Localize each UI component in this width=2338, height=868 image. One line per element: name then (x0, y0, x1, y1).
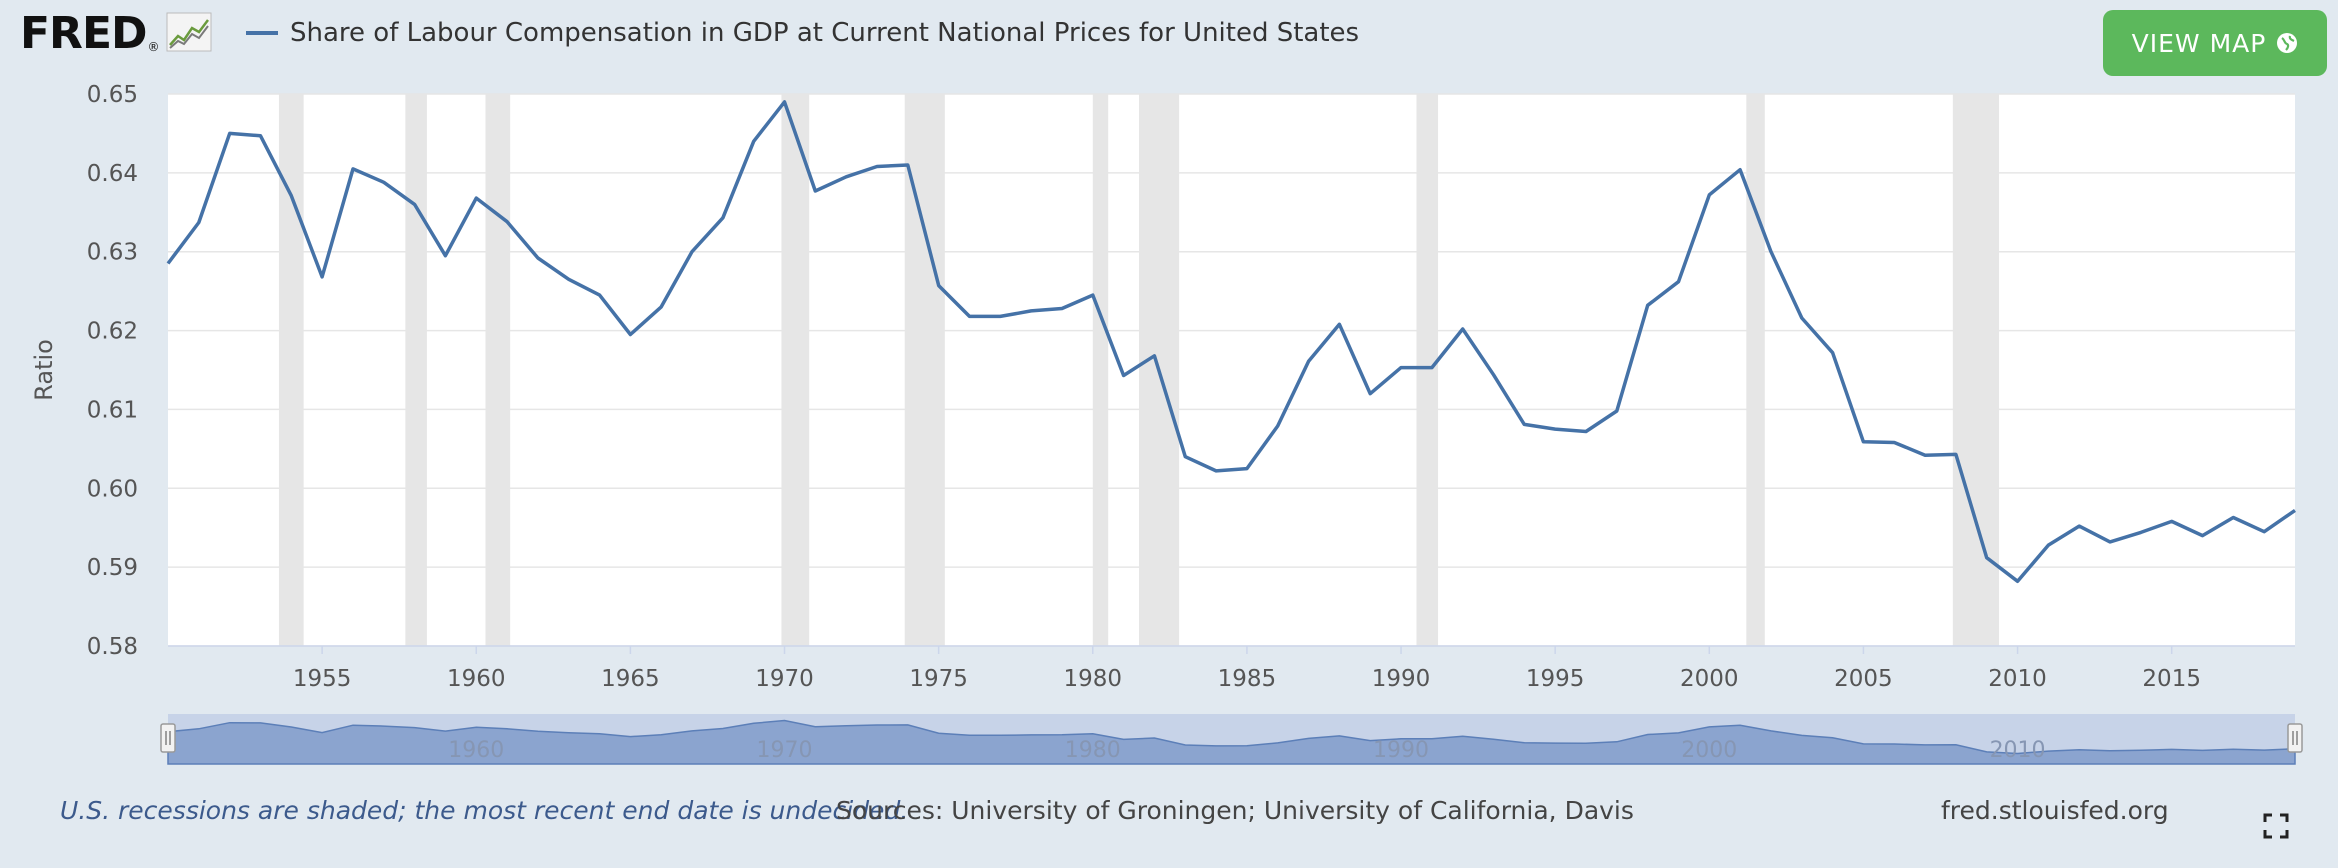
globe-icon (2276, 32, 2298, 54)
x-tick-label: 1955 (293, 666, 352, 692)
view-map-label: VIEW MAP (2131, 28, 2267, 58)
x-tick-label: 1975 (909, 666, 968, 692)
y-tick-label: 0.65 (87, 82, 138, 108)
x-axis-ticks: 1955 1960 1965 1970 1975 1980 1985 1990 1995 2000… (168, 645, 2295, 692)
recession-band (1416, 94, 1439, 646)
x-tick-label: 2010 (1988, 666, 2047, 692)
x-tick-label: 1985 (1218, 666, 1277, 692)
plot-area (168, 94, 2295, 646)
x-tick-label: 2015 (2142, 666, 2201, 692)
navigator-tick-label: 1960 (448, 738, 504, 763)
x-tick-label: 2000 (1680, 666, 1739, 692)
navigator-tick-label: 1980 (1065, 738, 1121, 763)
series-line (166, 100, 2296, 584)
fred-graph-icon (166, 12, 212, 56)
chart-title: Share of Labour Compensation in GDP at C… (246, 18, 1359, 48)
y-tick-label: 0.59 (87, 555, 138, 581)
recession-band (1746, 94, 1765, 646)
y-tick-label: 0.64 (87, 161, 138, 187)
fullscreen-icon[interactable] (2263, 813, 2289, 843)
y-tick-label: 0.60 (87, 476, 138, 502)
recession-band (278, 94, 304, 646)
navigator-series (167, 719, 2296, 765)
y-tick-label: 0.62 (87, 319, 138, 345)
recession-band (485, 94, 511, 646)
recession-band (1952, 94, 2000, 646)
y-axis-ticks: 0.58 0.59 0.60 0.61 0.62 0.63 0.64 0.65 (87, 82, 138, 660)
recession-note: U.S. recessions are shaded; the most rec… (60, 796, 909, 825)
range-navigator[interactable]: 1960 1970 1980 1990 2000 2010 (160, 714, 2303, 765)
navigator-tick-label: 2010 (1990, 738, 2046, 763)
x-tick-label: 2005 (1834, 666, 1893, 692)
navigator-tick-label: 2000 (1681, 738, 1737, 763)
fred-logo[interactable]: FRED ® (20, 12, 212, 56)
sources-text: Sources: University of Groningen; Univer… (836, 796, 1634, 825)
y-tick-label: 0.63 (87, 240, 138, 266)
x-tick-label: 1980 (1064, 666, 1123, 692)
navigator-handle-left (160, 723, 176, 753)
y-tick-label: 0.58 (87, 634, 138, 660)
view-map-button[interactable]: VIEW MAP (2103, 10, 2327, 76)
site-link[interactable]: fred.stlouisfed.org (1941, 796, 2169, 825)
x-tick-label: 1970 (755, 666, 814, 692)
x-tick-label: 1990 (1372, 666, 1431, 692)
y-tick-label: 0.61 (87, 397, 138, 423)
x-tick-label: 1965 (601, 666, 660, 692)
recession-band (781, 94, 810, 646)
navigator-tick-label: 1990 (1373, 738, 1429, 763)
chart-title-text: Share of Labour Compensation in GDP at C… (290, 18, 1360, 48)
navigator-handle-right (2287, 723, 2303, 753)
y-axis-label: Ratio (30, 339, 58, 401)
x-tick-label: 1960 (447, 666, 506, 692)
recession-band (1092, 94, 1109, 646)
recession-band (405, 94, 427, 646)
navigator-tick-label: 1970 (757, 738, 813, 763)
series-line-group (166, 100, 2296, 584)
registered-mark: ® (147, 40, 160, 54)
fred-logo-text: FRED (20, 8, 148, 59)
x-tick-label: 1995 (1526, 666, 1585, 692)
legend-line-icon (246, 31, 278, 35)
